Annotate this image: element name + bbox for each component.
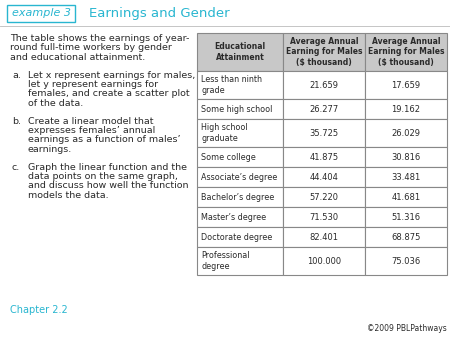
Text: 44.404: 44.404 bbox=[310, 172, 338, 182]
FancyBboxPatch shape bbox=[283, 147, 365, 167]
Text: models the data.: models the data. bbox=[28, 191, 108, 200]
Text: Some college: Some college bbox=[201, 152, 256, 162]
Text: 51.316: 51.316 bbox=[392, 213, 421, 221]
Text: 17.659: 17.659 bbox=[392, 80, 421, 90]
Text: c.: c. bbox=[12, 163, 20, 171]
Text: Some high school: Some high school bbox=[201, 104, 272, 114]
FancyBboxPatch shape bbox=[197, 247, 283, 275]
FancyBboxPatch shape bbox=[7, 5, 75, 22]
Text: let y represent earnings for: let y represent earnings for bbox=[28, 80, 158, 89]
Text: 19.162: 19.162 bbox=[392, 104, 420, 114]
Text: earnings.: earnings. bbox=[28, 145, 72, 154]
FancyBboxPatch shape bbox=[283, 187, 365, 207]
FancyBboxPatch shape bbox=[365, 227, 447, 247]
Text: Earnings and Gender: Earnings and Gender bbox=[89, 7, 230, 20]
Text: 75.036: 75.036 bbox=[392, 257, 421, 266]
FancyBboxPatch shape bbox=[365, 119, 447, 147]
FancyBboxPatch shape bbox=[197, 99, 283, 119]
Text: 26.029: 26.029 bbox=[392, 128, 420, 138]
Text: The table shows the earnings of year-: The table shows the earnings of year- bbox=[10, 34, 189, 43]
FancyBboxPatch shape bbox=[365, 99, 447, 119]
FancyBboxPatch shape bbox=[197, 207, 283, 227]
FancyBboxPatch shape bbox=[197, 147, 283, 167]
Text: Let x represent earnings for males,: Let x represent earnings for males, bbox=[28, 71, 195, 79]
FancyBboxPatch shape bbox=[197, 187, 283, 207]
FancyBboxPatch shape bbox=[283, 119, 365, 147]
Text: round full-time workers by gender: round full-time workers by gender bbox=[10, 44, 172, 52]
Text: High school
graduate: High school graduate bbox=[201, 123, 248, 143]
FancyBboxPatch shape bbox=[197, 33, 283, 71]
FancyBboxPatch shape bbox=[283, 227, 365, 247]
FancyBboxPatch shape bbox=[283, 71, 365, 99]
Text: Average Annual
Earning for Males
($ thousand): Average Annual Earning for Males ($ thou… bbox=[368, 37, 444, 67]
Text: 100.000: 100.000 bbox=[307, 257, 341, 266]
Text: b.: b. bbox=[12, 117, 21, 125]
Text: 68.875: 68.875 bbox=[392, 233, 421, 241]
Text: 30.816: 30.816 bbox=[392, 152, 421, 162]
Text: Graph the linear function and the: Graph the linear function and the bbox=[28, 163, 187, 171]
Text: Doctorate degree: Doctorate degree bbox=[201, 233, 272, 241]
Text: 41.875: 41.875 bbox=[310, 152, 338, 162]
Text: example 3: example 3 bbox=[12, 8, 71, 19]
FancyBboxPatch shape bbox=[365, 207, 447, 227]
FancyBboxPatch shape bbox=[365, 33, 447, 71]
FancyBboxPatch shape bbox=[365, 247, 447, 275]
Text: 41.681: 41.681 bbox=[392, 193, 421, 201]
FancyBboxPatch shape bbox=[365, 167, 447, 187]
Text: 35.725: 35.725 bbox=[310, 128, 338, 138]
Text: and educational attainment.: and educational attainment. bbox=[10, 53, 145, 62]
Text: earnings as a function of males’: earnings as a function of males’ bbox=[28, 136, 180, 145]
Text: females, and create a scatter plot: females, and create a scatter plot bbox=[28, 90, 189, 98]
Text: 82.401: 82.401 bbox=[310, 233, 338, 241]
Text: Chapter 2.2: Chapter 2.2 bbox=[10, 305, 68, 315]
Text: a.: a. bbox=[12, 71, 21, 79]
Text: Average Annual
Earning for Males
($ thousand): Average Annual Earning for Males ($ thou… bbox=[286, 37, 362, 67]
Text: Create a linear model that: Create a linear model that bbox=[28, 117, 153, 125]
Text: Bachelor’s degree: Bachelor’s degree bbox=[201, 193, 274, 201]
Text: expresses females’ annual: expresses females’ annual bbox=[28, 126, 155, 135]
FancyBboxPatch shape bbox=[197, 71, 283, 99]
Text: 71.530: 71.530 bbox=[310, 213, 338, 221]
Text: Associate’s degree: Associate’s degree bbox=[201, 172, 277, 182]
FancyBboxPatch shape bbox=[365, 187, 447, 207]
FancyBboxPatch shape bbox=[197, 227, 283, 247]
Text: Less than ninth
grade: Less than ninth grade bbox=[201, 75, 262, 95]
FancyBboxPatch shape bbox=[283, 247, 365, 275]
Text: data points on the same graph,: data points on the same graph, bbox=[28, 172, 178, 181]
FancyBboxPatch shape bbox=[365, 147, 447, 167]
Text: Master’s degree: Master’s degree bbox=[201, 213, 266, 221]
Text: 26.277: 26.277 bbox=[310, 104, 338, 114]
Text: ©2009 PBLPathways: ©2009 PBLPathways bbox=[367, 324, 447, 333]
Text: 21.659: 21.659 bbox=[310, 80, 338, 90]
FancyBboxPatch shape bbox=[365, 71, 447, 99]
Text: 33.481: 33.481 bbox=[392, 172, 421, 182]
Text: Educational
Attainment: Educational Attainment bbox=[215, 42, 266, 62]
FancyBboxPatch shape bbox=[197, 167, 283, 187]
FancyBboxPatch shape bbox=[283, 33, 365, 71]
FancyBboxPatch shape bbox=[283, 99, 365, 119]
Text: and discuss how well the function: and discuss how well the function bbox=[28, 182, 189, 191]
Text: 57.220: 57.220 bbox=[310, 193, 338, 201]
Text: Professional
degree: Professional degree bbox=[201, 251, 249, 271]
FancyBboxPatch shape bbox=[283, 207, 365, 227]
Text: of the data.: of the data. bbox=[28, 99, 83, 108]
FancyBboxPatch shape bbox=[197, 119, 283, 147]
FancyBboxPatch shape bbox=[283, 167, 365, 187]
